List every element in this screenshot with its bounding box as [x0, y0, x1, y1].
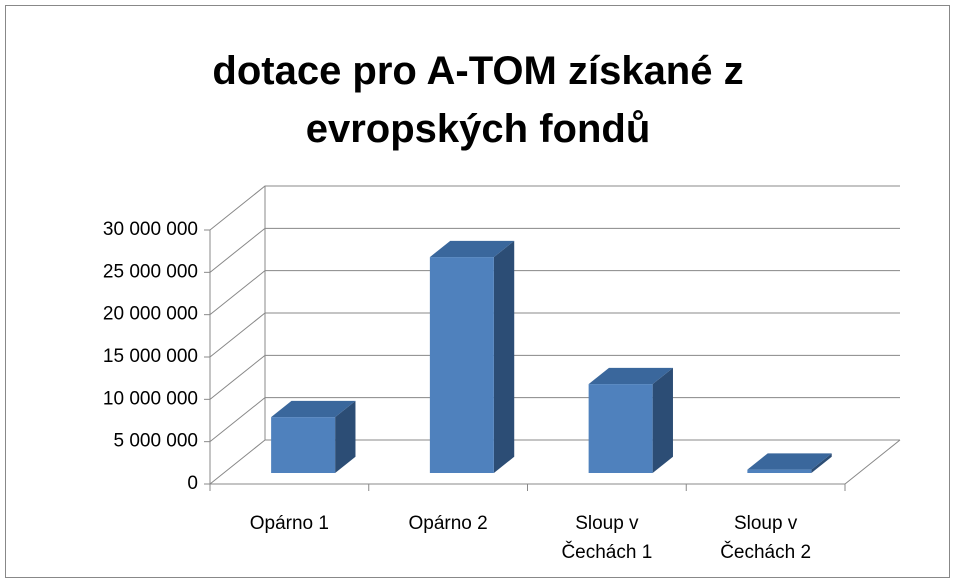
- frame: [5, 5, 950, 578]
- grid-line: [209, 185, 900, 231]
- bar-top: [429, 240, 515, 258]
- y-tick-label: 5 000 000: [113, 431, 198, 452]
- bar-top: [271, 400, 356, 418]
- y-tick-label: 25 000 000: [103, 261, 198, 282]
- bar: [271, 417, 336, 473]
- floor-edge: [844, 439, 901, 485]
- grid-line: [209, 354, 900, 400]
- grid-line: [209, 312, 900, 358]
- bar-side: [652, 367, 673, 473]
- bar-side: [335, 400, 356, 473]
- bar: [429, 257, 494, 473]
- bar-top: [747, 453, 832, 470]
- bar-side: [811, 453, 832, 473]
- x-tick-label: Opárno 1: [249, 513, 329, 534]
- grid-line: [209, 227, 900, 273]
- grid-line: [209, 439, 900, 485]
- y-tick-label: 15 000 000: [103, 346, 198, 367]
- grid-line: [209, 397, 900, 443]
- x-tick-label: Sloup v Čechách 1: [561, 513, 653, 563]
- y-tick-label: 30 000 000: [103, 219, 198, 240]
- bar: [588, 384, 653, 473]
- bar: [747, 469, 812, 473]
- bar-side: [493, 240, 515, 473]
- x-tick-label: Sloup v Čechách 2: [720, 513, 812, 563]
- bar-top: [588, 367, 673, 385]
- grid-line: [209, 270, 900, 316]
- chart-title: dotace pro A-TOM získané z evropských fo…: [212, 49, 744, 151]
- y-tick-label: 10 000 000: [103, 388, 198, 409]
- y-tick-label: 0: [187, 473, 198, 494]
- x-tick-label: Opárno 2: [408, 513, 488, 534]
- y-tick-label: 20 000 000: [103, 304, 198, 325]
